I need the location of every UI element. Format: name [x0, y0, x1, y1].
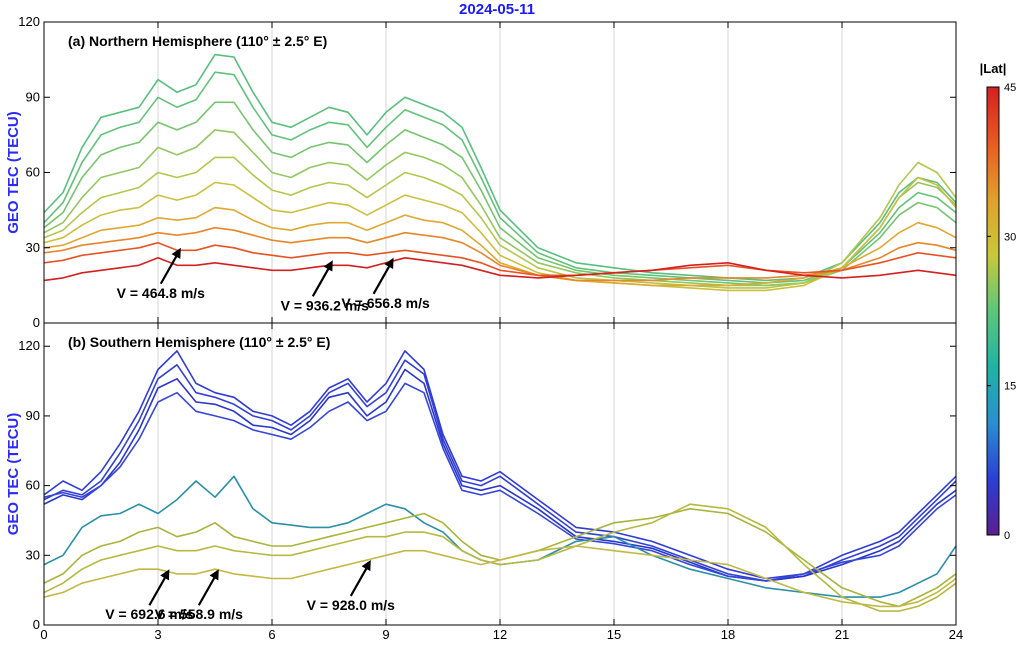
- panel-northern-hemisphere: 0 30 60 90 120 (a) Northern Hemisphere (110° …: [5, 14, 957, 330]
- colorbar-tick-label: 0: [1004, 530, 1010, 542]
- series-line-5: [44, 156, 956, 289]
- y-axis-label: GEO TEC (TECU): [5, 111, 22, 234]
- y-tick-label: 60: [26, 478, 40, 493]
- series-line-2: [44, 71, 956, 284]
- annotation-arrowhead: [171, 247, 181, 259]
- x-tick-label: 24: [949, 627, 963, 642]
- series-line-8: [44, 226, 956, 282]
- latitude-colorbar: |Lat| 45 30 15 0: [980, 61, 1017, 542]
- y-tick-label: 0: [33, 617, 40, 632]
- y-tick-label: 120: [18, 338, 40, 353]
- y-axis-label: GEO TEC (TECU): [5, 413, 22, 536]
- velocity-annotation: V = 558.9 m/s: [155, 606, 244, 622]
- colorbar-tick-label: 30: [1004, 231, 1016, 243]
- series-line-7: [44, 206, 956, 287]
- colorbar-scale: [986, 86, 1000, 536]
- panel-title: (b) Southern Hemisphere (110° ± 2.5° E): [68, 334, 330, 350]
- series-line-10: [44, 257, 956, 282]
- series-line-4: [44, 382, 956, 582]
- annotation-arrow: [349, 565, 369, 597]
- series-line-6: [44, 508, 956, 608]
- velocity-annotation: V = 928.0 m/s: [307, 597, 396, 613]
- x-tick-label: 9: [382, 627, 389, 642]
- figure-title: 2024-05-11: [459, 1, 535, 18]
- annotation-arrow: [197, 574, 217, 606]
- annotation-arrowhead: [384, 257, 394, 269]
- y-tick-label: 120: [18, 14, 40, 29]
- velocity-annotation: V = 656.8 m/s: [341, 295, 430, 311]
- series-line-4: [44, 129, 956, 287]
- series-line-1: [44, 53, 956, 282]
- annotation-arrowhead: [160, 569, 170, 581]
- annotation-arrow: [372, 263, 392, 295]
- x-tick-label: 21: [835, 627, 849, 642]
- colorbar-tick-label: 15: [1004, 381, 1016, 393]
- y-tick-label: 90: [26, 89, 40, 104]
- velocity-annotation: V = 936.2 m/s: [281, 297, 370, 313]
- series-line-9: [44, 241, 956, 277]
- series-line-7: [44, 503, 956, 612]
- x-tick-label: 3: [154, 627, 161, 642]
- annotation-arrowhead: [361, 559, 371, 572]
- panel-title: (a) Northern Hemisphere (110° ± 2.5° E): [68, 33, 327, 49]
- x-tick-label: 15: [607, 627, 621, 642]
- series-line-6: [44, 176, 956, 292]
- y-tick-label: 0: [33, 315, 40, 330]
- velocity-annotation: V = 464.8 m/s: [117, 285, 206, 301]
- colorbar-label: |Lat|: [980, 61, 1007, 76]
- colorbar-tick-label: 45: [1004, 82, 1016, 94]
- y-tick-label: 60: [26, 165, 40, 180]
- series-line-3: [44, 368, 956, 582]
- annotation-arrow: [148, 574, 168, 606]
- series-line-8: [44, 545, 956, 608]
- y-tick-label: 30: [26, 547, 40, 562]
- y-tick-label: 90: [26, 408, 40, 423]
- panel-southern-hemisphere: 0 30 60 90 120 0 3 6 9 12 15 18 21 24 (b) Southern Hem…: [5, 322, 963, 642]
- x-tick-label: 0: [40, 627, 47, 642]
- annotation-arrow: [311, 265, 331, 297]
- x-tick-label: 12: [493, 627, 507, 642]
- x-tick-label: 6: [268, 627, 275, 642]
- annotation-arrowhead: [209, 569, 219, 581]
- series-line-5: [44, 475, 956, 598]
- annotation-arrow: [159, 253, 179, 285]
- x-tick-label: 18: [721, 627, 735, 642]
- velocity-annotation: V = 692.6 m/s: [105, 606, 194, 622]
- y-tick-label: 30: [26, 240, 40, 255]
- annotation-arrowhead: [323, 260, 333, 272]
